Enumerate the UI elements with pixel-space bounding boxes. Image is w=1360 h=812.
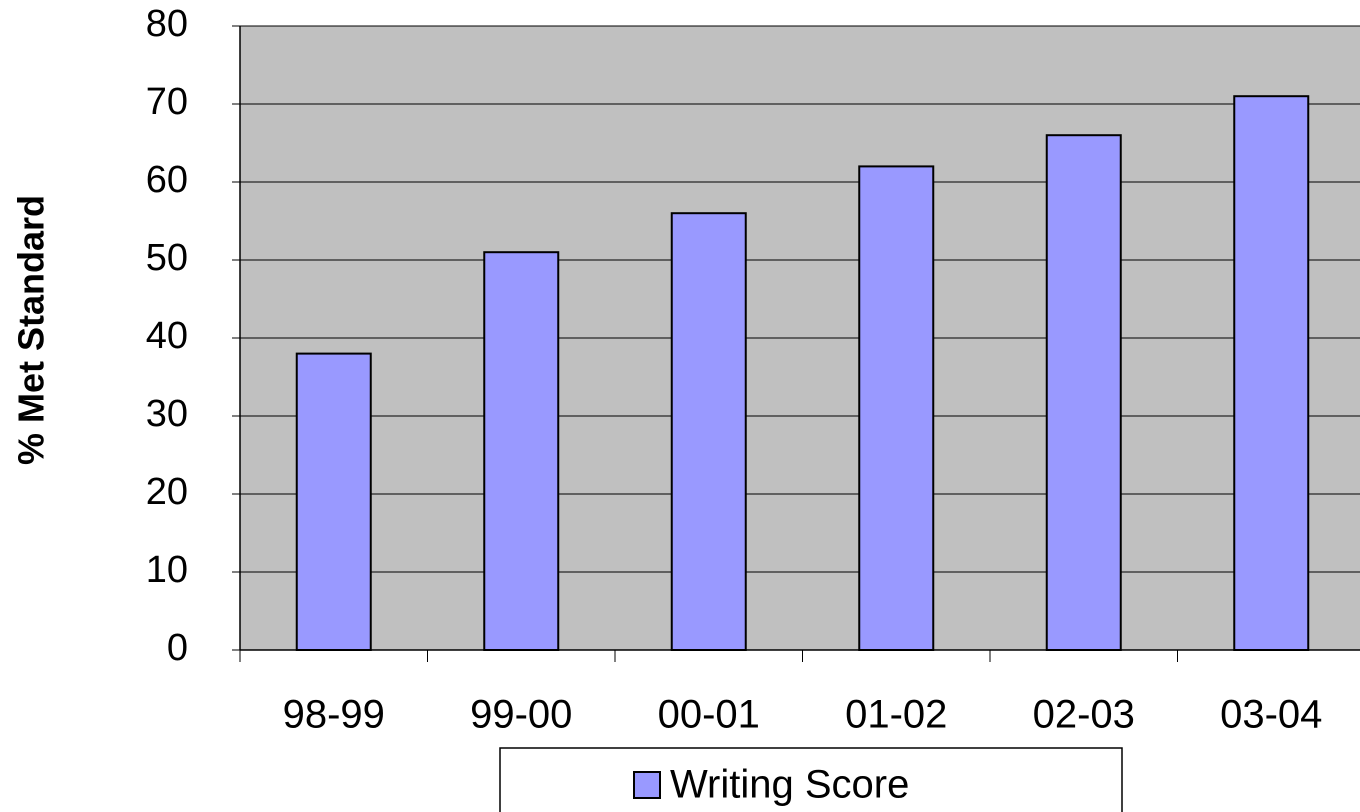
y-tick-label: 0: [167, 627, 188, 669]
y-axis-label: % Met Standard: [11, 195, 52, 465]
bar: [858, 165, 935, 651]
bar: [670, 212, 747, 651]
legend-label: Writing Score: [670, 763, 909, 807]
y-tick-label: 20: [146, 471, 188, 513]
y-tick-label: 60: [146, 159, 188, 201]
legend: [499, 747, 1123, 812]
y-tick-label: 80: [146, 3, 188, 45]
x-tick-label: 01-02: [845, 693, 947, 737]
bar: [1045, 134, 1122, 651]
x-tick-label: 02-03: [1033, 693, 1135, 737]
bar: [483, 251, 560, 651]
y-tick-label: 10: [146, 549, 188, 591]
bar: [1233, 95, 1310, 651]
legend-swatch: [633, 771, 661, 799]
y-tick-label: 30: [146, 393, 188, 435]
x-tick-label: 00-01: [658, 693, 760, 737]
bar: [295, 352, 372, 651]
x-tick-label: 99-00: [470, 693, 572, 737]
y-tick-label: 50: [146, 237, 188, 279]
x-tick-label: 98-99: [283, 693, 385, 737]
x-tick-label: 03-04: [1220, 693, 1322, 737]
y-tick-label: 40: [146, 315, 188, 357]
y-tick-label: 70: [146, 81, 188, 123]
